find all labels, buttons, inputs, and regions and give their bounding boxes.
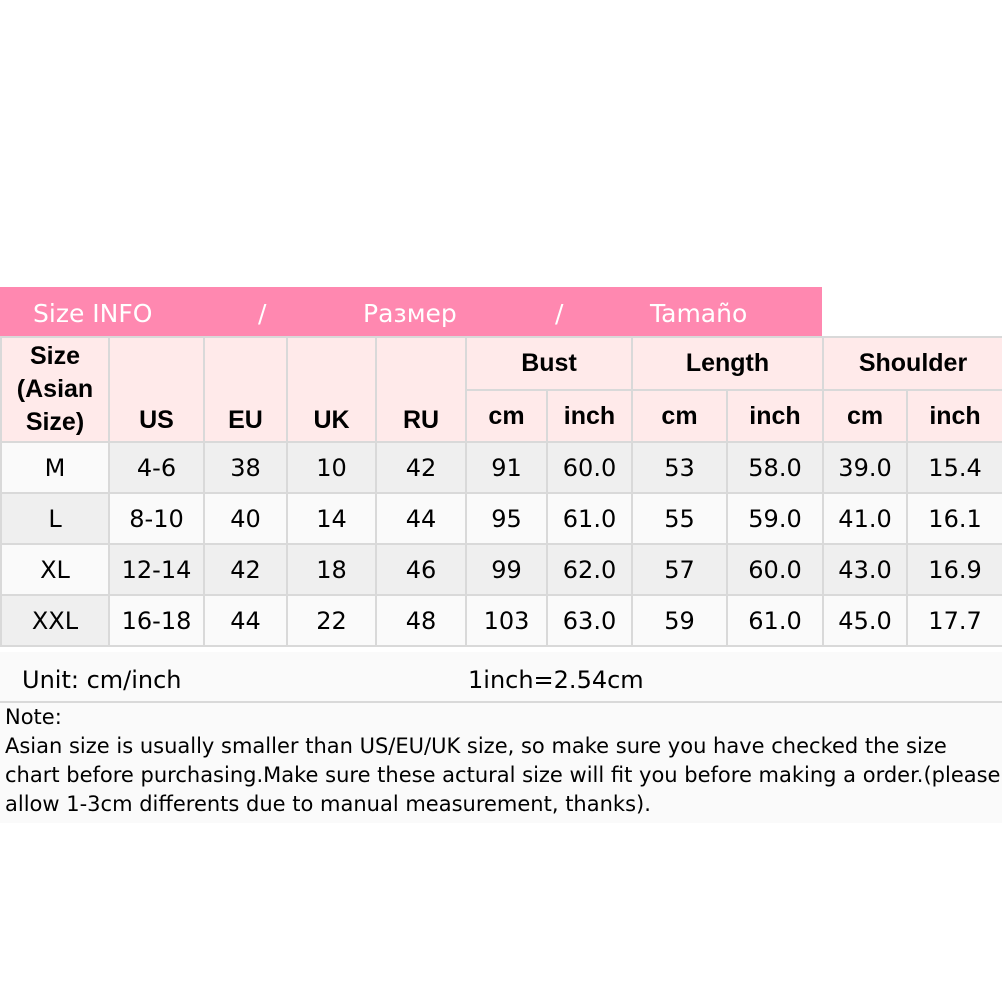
value-cell: 61.0 <box>546 492 633 545</box>
unit-label: Unit: cm/inch <box>22 666 182 694</box>
table-row: XXL 16-18 44 22 48 103 63.0 59 61.0 45.0 17.7 <box>0 594 1002 647</box>
size-cell: M <box>0 441 110 494</box>
banner-separator: / <box>258 299 267 328</box>
value-cell: 12-14 <box>108 543 205 596</box>
value-cell: 46 <box>375 543 467 596</box>
value-cell: 62.0 <box>546 543 633 596</box>
table-row: M 4-6 38 10 42 91 60.0 53 58.0 39.0 15.4 <box>0 441 1002 494</box>
value-cell: 40 <box>203 492 288 545</box>
value-cell: 16.1 <box>906 492 1002 545</box>
value-cell: 15.4 <box>906 441 1002 494</box>
banner-title-ru: Размер <box>363 299 457 328</box>
value-cell: 48 <box>375 594 467 647</box>
value-cell: 58.0 <box>725 441 825 494</box>
value-cell: 59.0 <box>725 492 825 545</box>
note-text: Asian size is usually smaller than US/EU… <box>5 734 1001 816</box>
header-size: Size (Asian Size) <box>0 336 110 443</box>
value-cell: 22 <box>286 594 377 647</box>
value-cell: 99 <box>465 543 548 596</box>
value-cell: 44 <box>375 492 467 545</box>
banner-title-en: Size INFO <box>33 299 153 328</box>
size-chart-table: Size (Asian Size) US EU UK RU Bust Lengt… <box>0 336 1002 647</box>
header-shoulder-inch: inch <box>906 389 1002 443</box>
value-cell: 44 <box>203 594 288 647</box>
header-bust: Bust <box>465 336 633 391</box>
value-cell: 60.0 <box>546 441 633 494</box>
banner-separator: / <box>555 299 564 328</box>
value-cell: 61.0 <box>725 594 825 647</box>
header-length: Length <box>630 336 825 391</box>
value-cell: 63.0 <box>546 594 633 647</box>
size-cell: XL <box>0 543 110 596</box>
header-shoulder: Shoulder <box>822 336 1002 391</box>
value-cell: 59 <box>631 594 728 647</box>
header-shoulder-cm: cm <box>822 389 909 443</box>
value-cell: 18 <box>286 543 377 596</box>
value-cell: 42 <box>375 441 467 494</box>
unit-conversion: 1inch=2.54cm <box>468 666 644 694</box>
header-ru: RU <box>375 336 467 443</box>
value-cell: 42 <box>203 543 288 596</box>
header-eu: EU <box>203 336 288 443</box>
table-row: L 8-10 40 14 44 95 61.0 55 59.0 41.0 16.1 <box>0 492 1002 545</box>
value-cell: 8-10 <box>108 492 205 545</box>
value-cell: 57 <box>631 543 728 596</box>
value-cell: 91 <box>465 441 548 494</box>
value-cell: 39.0 <box>822 441 909 494</box>
value-cell: 60.0 <box>725 543 825 596</box>
value-cell: 10 <box>286 441 377 494</box>
value-cell: 17.7 <box>906 594 1002 647</box>
header-bust-cm: cm <box>465 389 548 443</box>
value-cell: 45.0 <box>822 594 909 647</box>
header-uk: UK <box>286 336 377 443</box>
value-cell: 103 <box>465 594 548 647</box>
value-cell: 4-6 <box>108 441 205 494</box>
note-section: Note: Asian size is usually smaller than… <box>0 703 1002 823</box>
value-cell: 95 <box>465 492 548 545</box>
value-cell: 16.9 <box>906 543 1002 596</box>
value-cell: 14 <box>286 492 377 545</box>
value-cell: 38 <box>203 441 288 494</box>
header-bust-inch: inch <box>546 389 633 443</box>
header-length-cm: cm <box>631 389 728 443</box>
size-info-banner: Size INFO / Размер / Tamaño <box>0 287 822 336</box>
table-row: XL 12-14 42 18 46 99 62.0 57 60.0 43.0 16.9 <box>0 543 1002 596</box>
value-cell: 55 <box>631 492 728 545</box>
header-us: US <box>108 336 205 443</box>
unit-row: Unit: cm/inch 1inch=2.54cm <box>0 652 1002 703</box>
size-cell: XXL <box>0 594 110 647</box>
banner-title-es: Tamaño <box>650 299 748 328</box>
value-cell: 43.0 <box>822 543 909 596</box>
note-title: Note: <box>5 705 62 729</box>
size-cell: L <box>0 492 110 545</box>
value-cell: 41.0 <box>822 492 909 545</box>
value-cell: 16-18 <box>108 594 205 647</box>
header-length-inch: inch <box>725 389 825 443</box>
value-cell: 53 <box>631 441 728 494</box>
